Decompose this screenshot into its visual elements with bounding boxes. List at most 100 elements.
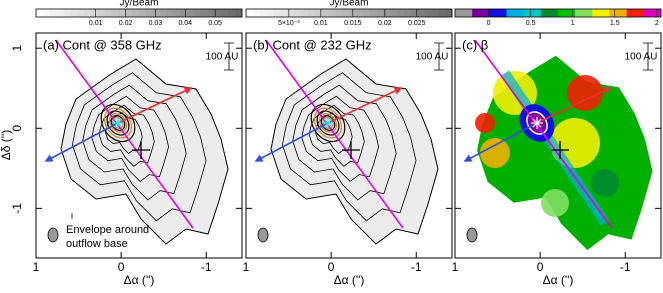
map-content: 100 AU (c) β <box>462 37 658 251</box>
contour <box>318 113 338 133</box>
annotation: Envelope around <box>66 224 149 236</box>
beta-patch <box>567 75 603 111</box>
colorbar-tick-label: 0.03 <box>149 20 163 27</box>
colorbar-step <box>403 9 412 17</box>
contour <box>292 84 397 201</box>
colorbar-tick-label: 0 <box>487 20 491 27</box>
map-content: 100 AU (b) Cont @ 232 GHz <box>253 37 448 245</box>
colorbar-step <box>180 9 188 17</box>
blue-arrow <box>254 122 329 162</box>
colorbar-step <box>252 9 261 17</box>
panel-frame <box>454 32 662 259</box>
colorbar-tick-label: 1.5 <box>610 20 620 27</box>
annotation: outflow base <box>66 238 128 250</box>
x-tick-label: -1 <box>620 260 631 274</box>
x-axis-label: Δα ('') <box>334 273 365 287</box>
map-shapes: 100 AU (c) β <box>462 37 658 251</box>
colorbar-step <box>221 9 229 17</box>
colorbar-tick-label: 0.02 <box>378 20 392 27</box>
colorbar-step <box>228 9 236 17</box>
colorbar-step <box>36 9 44 17</box>
colorbar-step <box>173 9 181 17</box>
blue-arrow <box>44 122 119 162</box>
cross <box>132 141 150 159</box>
scale-bar-label: 100 AU <box>206 52 239 63</box>
colorbar-tick-label: 2 <box>655 20 659 27</box>
colorbar-step <box>207 9 215 17</box>
colorbar-step <box>159 9 167 17</box>
colorbar-step <box>294 9 302 17</box>
colorbar-step <box>90 9 99 17</box>
y-tick-label: -1 <box>10 203 24 214</box>
map-content: 100 AU Envelope around outflow base (a) Con… <box>43 37 238 249</box>
scale-bar <box>224 42 234 71</box>
scale-bar <box>643 42 653 71</box>
colorbar-step <box>70 9 78 17</box>
beam <box>257 227 269 243</box>
colorbar-step <box>84 9 92 17</box>
scale-bar <box>434 42 444 71</box>
colorbar-step <box>626 9 645 17</box>
colorbar-step <box>166 9 174 17</box>
colorbar-step <box>56 9 64 17</box>
y-tick-label: 1 <box>10 45 24 52</box>
colorbar-tick-label: 0.015 <box>344 20 362 27</box>
colorbar-step <box>438 9 446 17</box>
scale-bar-label: 100 AU <box>625 52 658 63</box>
colorbar-frame <box>35 8 243 18</box>
contour <box>308 104 365 167</box>
colorbar-tick-label: 1 <box>571 20 575 27</box>
star <box>532 118 542 128</box>
colorbar-step <box>369 9 377 17</box>
colorbar-tick-label: 0.025 <box>408 20 426 27</box>
colorbar-step <box>266 9 274 17</box>
contour <box>71 72 207 222</box>
colorbar-step <box>431 9 439 17</box>
colorbar-step <box>383 9 391 17</box>
beta-patch <box>480 138 510 168</box>
colorbar-step <box>592 9 610 17</box>
red-arrow <box>117 87 193 124</box>
colorbar-step <box>455 9 473 17</box>
colorbar-step <box>362 9 370 17</box>
colorbar-step <box>187 9 195 17</box>
beta-patch <box>541 189 569 217</box>
colorbar-step <box>132 9 140 17</box>
x-tick-label: 1 <box>452 260 459 274</box>
beta-patch <box>591 169 619 197</box>
x-tick-label: 0 <box>118 260 125 274</box>
beam <box>47 227 59 243</box>
y-axis-label: Δδ ('') <box>0 130 13 161</box>
colorbar-step <box>259 9 267 17</box>
colorbar-step <box>152 9 160 17</box>
colorbar-tick-label: 0.04 <box>178 20 192 27</box>
cross <box>551 141 569 159</box>
colorbar-label: Jy/Beam <box>120 0 159 9</box>
star <box>113 118 123 128</box>
colorbar-tick-label: 0.05 <box>208 20 222 27</box>
colorbar-step <box>643 9 662 17</box>
colorbar-step <box>193 9 202 17</box>
colorbar-tick-label: 0.02 <box>119 20 133 27</box>
colorbar-step <box>246 9 254 17</box>
colorbar-frame <box>454 8 662 18</box>
colorbar-step <box>410 9 418 17</box>
colorbar-label: Jy/Beam <box>330 0 369 9</box>
colorbar-step <box>575 9 593 17</box>
y-tick-label: 0 <box>10 125 24 132</box>
colorbar-step <box>307 9 315 17</box>
contour <box>301 95 380 182</box>
panel-title: (b) Cont @ 232 GHz <box>253 37 372 52</box>
contour <box>316 110 340 136</box>
colorbar-step <box>314 9 322 17</box>
x-tick-label: -1 <box>411 260 422 274</box>
blue-arrow <box>463 122 538 162</box>
colorbar-tick-label: 5×10⁻³ <box>278 20 300 27</box>
contour <box>106 110 130 136</box>
x-axis-label: Δα ('') <box>124 273 155 287</box>
x-tick-label: 0 <box>537 260 544 274</box>
colorbar-step <box>125 9 133 17</box>
colorbar-step <box>489 9 507 17</box>
colorbar-step <box>558 9 576 17</box>
